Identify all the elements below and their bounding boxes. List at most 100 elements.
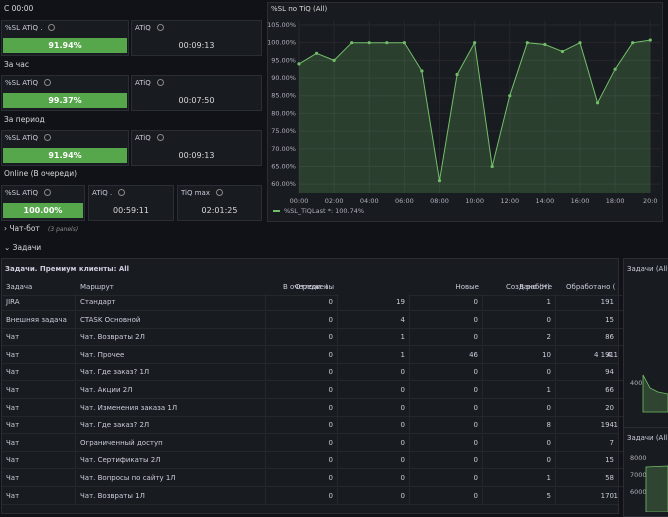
stat-gauge: 91.94% — [3, 148, 127, 163]
table-cell: Чат — [2, 452, 76, 470]
table-cell: 15 — [556, 311, 619, 329]
table-cell: 0 — [410, 364, 483, 382]
table-cell: 1 — [483, 294, 556, 311]
stat-panel: ATiQ . 00:59:11 — [88, 185, 174, 221]
table-cell: 0 — [410, 470, 483, 487]
info-icon[interactable] — [156, 24, 164, 31]
table-cell: Ограниченный доступ — [76, 434, 266, 452]
table-cell: 0 — [410, 452, 483, 470]
table-cell: Чат — [2, 382, 76, 399]
table-cell: 0 — [338, 487, 410, 505]
sort-icon[interactable]: ↓ — [323, 283, 330, 291]
table-cell: 86 — [556, 329, 619, 347]
table-cell: 10 — [483, 346, 556, 364]
table-cell: JIRA — [2, 294, 76, 311]
table-cell: Чат — [2, 346, 76, 364]
table-cell: CTASK Основной — [76, 311, 266, 329]
info-icon[interactable] — [43, 134, 51, 141]
table-cell: 1 — [483, 470, 556, 487]
table-cell: Чат — [2, 364, 76, 382]
table-cell: 0 — [266, 346, 338, 364]
table-cell: Чат. Возвраты 1Л — [76, 487, 266, 505]
table-cell: 0 — [483, 399, 556, 417]
column-header[interactable]: Задача — [2, 279, 76, 296]
side-panel: Задачи (All) 8000 7000 6000 — [623, 427, 668, 517]
table-cell: 0 — [266, 329, 338, 347]
stat-value: 00:09:13 — [178, 41, 215, 50]
row-header: Online (В очереди) — [4, 169, 78, 178]
stat-value: 02:01:25 — [201, 206, 238, 215]
info-icon[interactable] — [216, 189, 223, 196]
stat-panel: ATiQ 00:09:13 — [131, 20, 262, 56]
collapsed-row: › Чат-бот — [4, 224, 40, 233]
stat-value: 00:59:11 — [113, 206, 149, 215]
side-title: Задачи (All) — [627, 265, 668, 273]
table-cell: Чат. Возвраты 2Л — [76, 329, 266, 347]
table-cell: Чат. Прочее — [76, 346, 266, 364]
column-header[interactable]: В очереди ↓ — [279, 279, 339, 296]
table-cell: 0 — [338, 452, 410, 470]
chart-panel — [267, 2, 663, 222]
table-cell: 0 — [266, 417, 338, 435]
table-cell: 66 — [556, 382, 619, 399]
table-cell: 0 — [338, 382, 410, 399]
side-tick: 400 — [630, 379, 643, 387]
table-cell: 0 — [266, 294, 338, 311]
table-cell: Чат — [2, 329, 76, 347]
column-header[interactable]: Маршрут — [76, 279, 266, 296]
table-cell: 4 1 — [606, 350, 618, 359]
side-panel: Задачи (All) 400 — [623, 258, 668, 428]
stat-title: %SL ATiQ — [5, 189, 51, 197]
table-cell: 0 — [410, 399, 483, 417]
table-cell: 1 — [338, 346, 410, 364]
column-header[interactable]: Создано (Н) — [502, 279, 562, 296]
table-cell: 170 — [556, 487, 619, 505]
table-cell: 0 — [266, 452, 338, 470]
column-header[interactable]: Новые — [410, 279, 483, 296]
table-cell: 0 — [483, 434, 556, 452]
stat-title: TiQ max — [181, 189, 223, 197]
table-cell: Чат. Акции 2Л — [76, 382, 266, 399]
table-cell: 94 — [556, 364, 619, 382]
stat-value: 00:09:13 — [178, 151, 215, 160]
table-cell: 0 — [266, 364, 338, 382]
info-icon[interactable] — [43, 79, 51, 86]
table-cell: 1 — [613, 491, 618, 500]
stat-panel: TiQ max 02:01:25 — [177, 185, 262, 221]
table-cell: 4 — [338, 311, 410, 329]
row-header: За час — [4, 60, 29, 69]
table-cell: 1 — [338, 329, 410, 347]
row-title: ⌄ Задачи — [4, 243, 42, 252]
table-cell: 0 — [338, 470, 410, 487]
table-cell: 5 — [483, 487, 556, 505]
info-icon[interactable] — [118, 189, 126, 196]
stat-title: ATiQ — [135, 134, 164, 142]
table-cell: Чат — [2, 470, 76, 487]
table-cell: 0 — [266, 311, 338, 329]
table-cell: Чат — [2, 417, 76, 435]
table-cell: 1 — [483, 382, 556, 399]
row-header: С 00:00 — [4, 4, 34, 13]
table-cell: 7 — [556, 434, 619, 452]
table-cell: 1 — [613, 421, 618, 430]
table-cell: Чат. Изменения заказа 1Л — [76, 399, 266, 417]
table-cell: 0 — [266, 487, 338, 505]
table-cell: 0 — [410, 294, 483, 311]
stat-panel: %SL ATiQ . 91.94% — [1, 20, 129, 56]
table-cell: 0 — [266, 434, 338, 452]
column-header[interactable]: Обработано ( — [562, 279, 622, 296]
info-icon[interactable] — [156, 79, 164, 86]
info-icon[interactable] — [43, 189, 51, 196]
side-tick: 6000 — [630, 488, 647, 496]
table-cell: Чат — [2, 434, 76, 452]
table-cell: 0 — [483, 311, 556, 329]
table-cell: 0 — [266, 470, 338, 487]
table-cell: 15 — [556, 452, 619, 470]
side-tick: 8000 — [630, 454, 647, 462]
info-icon[interactable] — [48, 24, 56, 31]
table-cell: 0 — [410, 487, 483, 505]
row-header: За период — [4, 115, 45, 124]
info-icon[interactable] — [156, 134, 164, 141]
side-tick: 7000 — [630, 471, 647, 479]
